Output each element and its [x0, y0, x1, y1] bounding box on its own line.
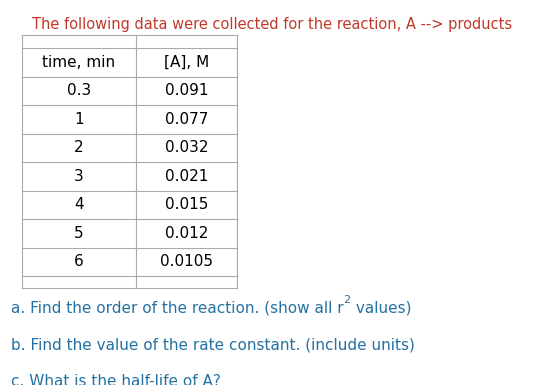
Text: 4: 4 [74, 198, 84, 212]
Text: 5: 5 [74, 226, 84, 241]
Text: 2: 2 [343, 295, 351, 305]
Text: 0.077: 0.077 [165, 112, 208, 127]
Text: 3: 3 [74, 169, 84, 184]
Text: 0.015: 0.015 [165, 198, 208, 212]
Text: values): values) [351, 301, 411, 316]
Text: time, min: time, min [42, 55, 115, 70]
Text: 2: 2 [74, 141, 84, 155]
Text: 0.091: 0.091 [165, 84, 208, 98]
Text: a. Find the order of the reaction. (show all r: a. Find the order of the reaction. (show… [11, 301, 343, 316]
Text: 1: 1 [74, 112, 84, 127]
Text: The following data were collected for the reaction, A --> products: The following data were collected for th… [32, 17, 512, 32]
Text: c. What is the half-life of A?: c. What is the half-life of A? [11, 374, 221, 385]
Text: 6: 6 [74, 254, 84, 269]
Text: 0.0105: 0.0105 [160, 254, 213, 269]
Text: 0.021: 0.021 [165, 169, 208, 184]
Text: 0.012: 0.012 [165, 226, 208, 241]
Text: [A], M: [A], M [164, 55, 209, 70]
Text: 0.032: 0.032 [165, 141, 208, 155]
Text: 0.3: 0.3 [67, 84, 91, 98]
Text: b. Find the value of the rate constant. (include units): b. Find the value of the rate constant. … [11, 337, 415, 352]
